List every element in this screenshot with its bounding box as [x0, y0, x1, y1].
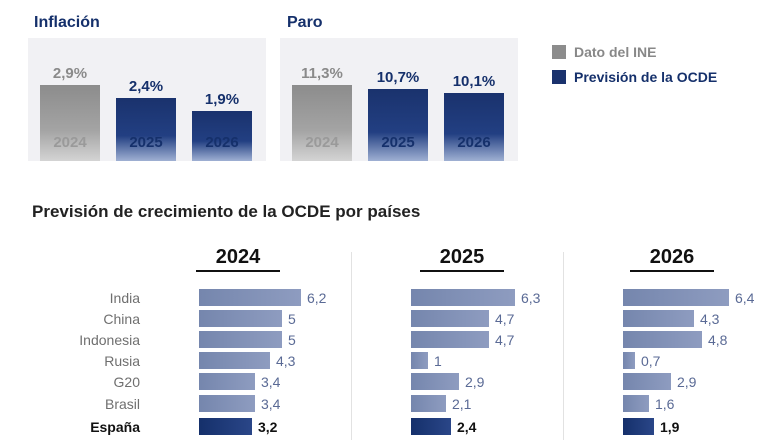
value-2026-rusia: 0,7: [641, 353, 661, 369]
value-2025-rusia: 1: [434, 353, 442, 369]
country-label-indonesia: Indonesia: [79, 332, 140, 348]
unemployment-value-2025: 10,7%: [376, 69, 420, 86]
bar-2024-india: [199, 289, 301, 306]
bar-2026-brasil: [623, 395, 649, 412]
inflation-bar-2026: [192, 111, 252, 161]
value-2026-china: 4,3: [700, 311, 720, 327]
legend-ocde-label: Previsión de la OCDE: [574, 69, 718, 85]
bar-2024-brasil: [199, 395, 255, 412]
value-2025-indonesia: 4,7: [495, 332, 515, 348]
bar-2024-china: [199, 310, 282, 327]
unemployment-year-2024: 2024: [305, 134, 339, 151]
bar-2025-españa: [411, 418, 451, 435]
bar-2026-g20: [623, 373, 671, 390]
unemployment-panel: 11,3% 10,7% 10,1%: [280, 38, 518, 161]
inflation-value-2025: 2,4%: [128, 78, 164, 95]
unemployment-bar-2026: [444, 93, 504, 161]
value-2024-indonesia: 5: [288, 332, 296, 348]
bar-2025-g20: [411, 373, 459, 390]
value-2025-españa: 2,4: [457, 419, 477, 435]
value-2026-india: 6,4: [735, 290, 755, 306]
bar-2026-indonesia: [623, 331, 702, 348]
unemployment-bar-2025: [368, 89, 428, 161]
bar-2026-rusia: [623, 352, 635, 369]
divider-1: [351, 252, 352, 440]
value-2024-rusia: 4,3: [276, 353, 296, 369]
unemployment-year-2026: 2026: [457, 134, 491, 151]
divider-2: [563, 252, 564, 440]
country-label-brasil: Brasil: [104, 396, 140, 412]
value-2025-india: 6,3: [521, 290, 541, 306]
inflation-year-2024: 2024: [53, 134, 87, 151]
legend-ine: Dato del INE: [552, 44, 656, 60]
bar-2025-rusia: [411, 352, 428, 369]
bar-2024-indonesia: [199, 331, 282, 348]
value-2025-g20: 2,9: [465, 374, 485, 390]
bar-2025-indonesia: [411, 331, 489, 348]
bar-2024-g20: [199, 373, 255, 390]
year-header-2026: 2026: [630, 244, 714, 272]
bar-2026-china: [623, 310, 694, 327]
bar-2026-india: [623, 289, 729, 306]
unemployment-year-2025: 2025: [381, 134, 415, 151]
unemployment-title: Paro: [287, 14, 323, 31]
legend-ocde: Previsión de la OCDE: [552, 69, 717, 85]
value-2026-g20: 2,9: [677, 374, 697, 390]
value-2024-brasil: 3,4: [261, 396, 281, 412]
inflation-year-2026: 2026: [205, 134, 239, 151]
value-2024-india: 6,2: [307, 290, 327, 306]
value-2026-indonesia: 4,8: [708, 332, 728, 348]
country-label-g20: G20: [113, 374, 140, 390]
value-2024-china: 5: [288, 311, 296, 327]
inflation-title: Inflación: [34, 14, 100, 31]
inflation-value-2024: 2,9%: [52, 65, 88, 82]
inflation-bar-2024: [40, 85, 100, 161]
bar-2025-brasil: [411, 395, 446, 412]
value-2026-brasil: 1,6: [655, 396, 675, 412]
country-label-china: China: [103, 311, 140, 327]
value-2025-brasil: 2,1: [452, 396, 472, 412]
bar-2025-china: [411, 310, 489, 327]
unemployment-value-2026: 10,1%: [452, 73, 496, 90]
value-2024-g20: 3,4: [261, 374, 281, 390]
legend-ine-label: Dato del INE: [574, 44, 657, 60]
section-title: Previsión de crecimiento de la OCDE por …: [32, 202, 421, 221]
country-label-india: India: [109, 290, 140, 306]
year-header-2025: 2025: [420, 244, 504, 272]
value-2024-españa: 3,2: [258, 419, 278, 435]
bar-2026-españa: [623, 418, 654, 435]
inflation-panel: 2,9% 2,4% 1,9%: [28, 38, 266, 161]
inflation-value-2026: 1,9%: [204, 91, 240, 108]
bar-2025-india: [411, 289, 515, 306]
value-2026-españa: 1,9: [660, 419, 680, 435]
value-2025-china: 4,7: [495, 311, 515, 327]
bar-2024-españa: [199, 418, 252, 435]
unemployment-bar-2024: [292, 85, 352, 161]
legend-ine-swatch: [552, 45, 566, 59]
inflation-year-2025: 2025: [129, 134, 163, 151]
unemployment-value-2024: 11,3%: [301, 65, 343, 82]
inflation-bar-2025: [116, 98, 176, 161]
bar-2024-rusia: [199, 352, 270, 369]
country-label-rusia: Rusia: [104, 353, 140, 369]
legend-ocde-swatch: [552, 70, 566, 84]
year-header-2024: 2024: [196, 244, 280, 272]
country-label-españa: España: [90, 419, 140, 435]
